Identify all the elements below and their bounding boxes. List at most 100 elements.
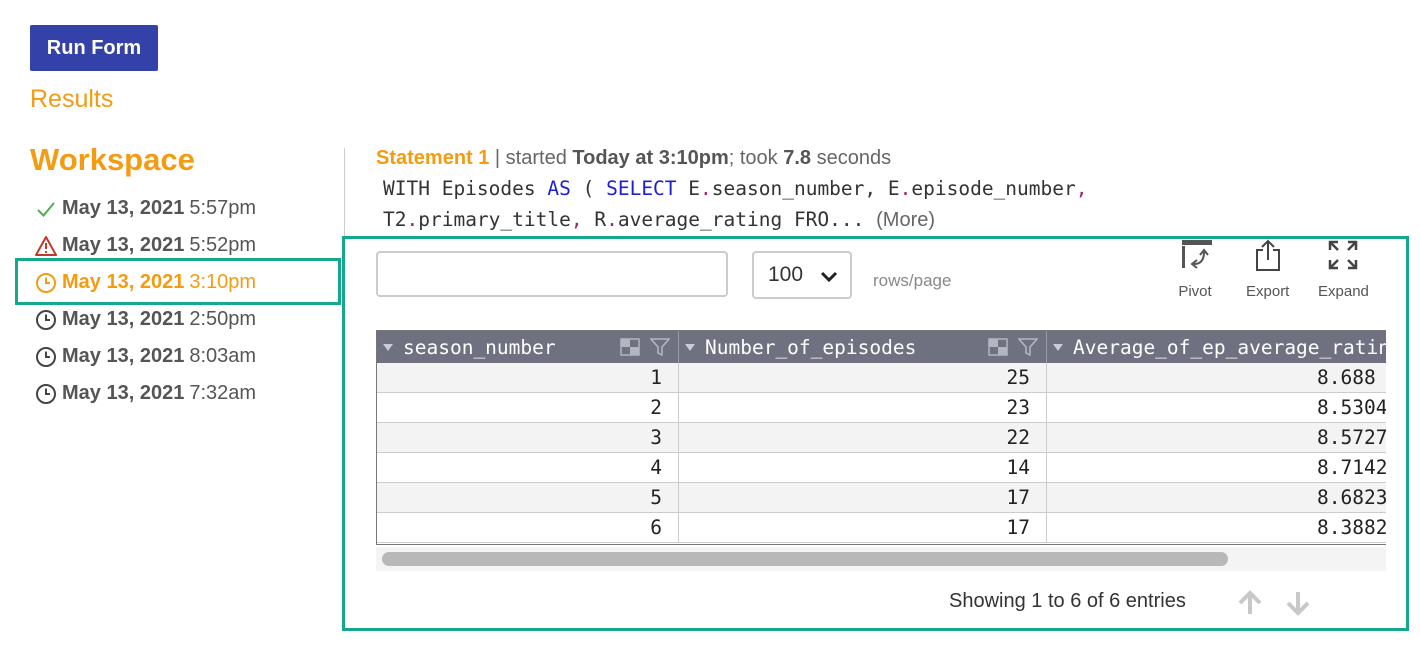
history-date: May 13, 2021 <box>62 197 185 219</box>
results-panel-highlight <box>342 236 1409 631</box>
cell-average-rating: 8.7142 <box>1047 453 1386 483</box>
arrow-down-icon <box>1286 592 1310 616</box>
statement-took: ; took <box>728 147 784 169</box>
pivot-label: Pivot <box>1178 283 1212 300</box>
results-table: season_number Number_of_episodes Average… <box>376 330 1386 545</box>
table-row: 1 25 8.688 <box>377 363 1386 393</box>
sql-text: primary_title <box>418 208 571 231</box>
history-time: 7:32am <box>189 382 257 404</box>
statement-started: | started <box>489 147 573 169</box>
history-item[interactable]: May 13, 2021 2:50pm <box>34 301 334 338</box>
cell-number-of-episodes: 17 <box>679 513 1047 543</box>
previous-page-button[interactable] <box>1237 590 1263 621</box>
filter-icon[interactable] <box>650 337 670 357</box>
share-icon <box>1251 238 1285 277</box>
table-header-row: season_number Number_of_episodes Average… <box>377 331 1386 363</box>
filter-icon[interactable] <box>1018 337 1038 357</box>
expand-button[interactable]: Expand <box>1318 238 1369 300</box>
statement-seconds: seconds <box>811 147 892 169</box>
column-header-season-number[interactable]: season_number <box>377 331 679 363</box>
cell-season-number: 6 <box>377 513 679 543</box>
cell-average-rating: 8.688 <box>1047 363 1386 393</box>
clock-icon <box>34 345 58 369</box>
sql-text: ( <box>570 177 607 200</box>
table-row: 5 17 8.6823 <box>377 483 1386 513</box>
column-label: Average_of_ep_average_rating <box>1073 335 1386 359</box>
table-row: 2 23 8.5304 <box>377 393 1386 423</box>
sql-text: E <box>676 177 701 200</box>
workspace-title: Workspace <box>30 142 195 177</box>
sql-text: T2 <box>383 208 407 231</box>
grid-toggle-icon[interactable] <box>988 338 1008 356</box>
statement-header: Statement 1 | started Today at 3:10pm; t… <box>376 147 891 170</box>
sort-triangle-icon[interactable] <box>1053 342 1063 352</box>
statement-time: Today at 3:10pm <box>572 147 729 169</box>
sql-text: average_rating FRO... <box>617 208 865 231</box>
sql-text: WITH Episodes <box>383 177 548 200</box>
column-header-number-of-episodes[interactable]: Number_of_episodes <box>679 331 1047 363</box>
statement-label[interactable]: Statement 1 <box>376 147 490 169</box>
table-row: 3 22 8.5727 <box>377 423 1386 453</box>
column-label: season_number <box>403 335 556 359</box>
cell-season-number: 4 <box>377 453 679 483</box>
history-time: 8:03am <box>189 345 257 367</box>
expand-label: Expand <box>1318 283 1369 300</box>
sort-triangle-icon[interactable] <box>383 342 393 352</box>
table-body: 1 25 8.688 2 23 8.5304 3 22 8.5727 4 14 … <box>377 363 1386 543</box>
sql-keyword: SELECT <box>606 177 677 200</box>
sql-punct: . <box>899 177 912 200</box>
sql-text: season_number, E <box>711 177 900 200</box>
sql-punct: , <box>570 208 583 231</box>
sql-punct: . <box>406 208 419 231</box>
sort-triangle-icon[interactable] <box>685 342 695 352</box>
pagination-info: Showing 1 to 6 of 6 entries <box>949 590 1186 612</box>
cell-number-of-episodes: 23 <box>679 393 1047 423</box>
rows-per-page-value: 100 <box>768 263 804 286</box>
column-label: Number_of_episodes <box>705 335 917 359</box>
table-search-input[interactable] <box>376 251 728 297</box>
more-link[interactable]: (More) <box>876 209 936 231</box>
cell-season-number: 1 <box>377 363 679 393</box>
table-row: 4 14 8.7142 <box>377 453 1386 483</box>
history-time: 5:52pm <box>189 234 257 256</box>
history-date: May 13, 2021 <box>62 382 185 404</box>
grid-toggle-icon[interactable] <box>620 338 640 356</box>
export-button[interactable]: Export <box>1246 238 1289 300</box>
history-date: May 13, 2021 <box>62 234 185 256</box>
clock-icon <box>34 308 58 332</box>
horizontal-scrollbar-thumb[interactable] <box>382 552 1228 566</box>
cell-average-rating: 8.6823 <box>1047 483 1386 513</box>
pivot-button[interactable]: Pivot <box>1178 238 1212 300</box>
statement-duration: 7.8 <box>783 147 812 169</box>
history-item[interactable]: May 13, 2021 7:32am <box>34 375 334 412</box>
rows-per-page-select[interactable]: 100 <box>752 251 852 299</box>
history-item[interactable]: May 13, 2021 8:03am <box>34 338 334 375</box>
sql-text: R <box>582 208 607 231</box>
rows-per-page-label: rows/page <box>873 271 952 290</box>
cell-season-number: 2 <box>377 393 679 423</box>
clock-icon <box>34 382 58 406</box>
next-page-button[interactable] <box>1285 590 1311 621</box>
history-item[interactable]: May 13, 2021 5:57pm <box>34 190 334 227</box>
export-label: Export <box>1246 283 1290 300</box>
chevron-down-icon <box>818 265 840 293</box>
history-item-active[interactable]: May 13, 2021 3:10pm <box>34 264 334 301</box>
cell-average-rating: 8.5304 <box>1047 393 1386 423</box>
sql-keyword: AS <box>547 177 571 200</box>
run-form-button[interactable]: Run Form <box>30 25 158 71</box>
cell-average-rating: 8.3882 <box>1047 513 1386 543</box>
history-time: 3:10pm <box>189 271 257 293</box>
history-time: 2:50pm <box>189 308 257 330</box>
history-list: May 13, 2021 5:57pm May 13, 2021 5:52pm … <box>34 190 334 412</box>
column-header-average-rating[interactable]: Average_of_ep_average_rating <box>1047 331 1386 363</box>
history-item[interactable]: May 13, 2021 5:52pm <box>34 227 334 264</box>
clock-icon <box>34 271 58 295</box>
cell-average-rating: 8.5727 <box>1047 423 1386 453</box>
history-time: 5:57pm <box>189 197 257 219</box>
sql-punct: , <box>1075 177 1088 200</box>
expand-icon <box>1326 238 1360 277</box>
sidebar-divider <box>344 148 345 238</box>
sql-punct: . <box>606 208 618 231</box>
results-link[interactable]: Results <box>30 85 114 113</box>
sql-preview-line-1: WITH Episodes AS ( SELECT E.season_numbe… <box>383 177 1088 200</box>
